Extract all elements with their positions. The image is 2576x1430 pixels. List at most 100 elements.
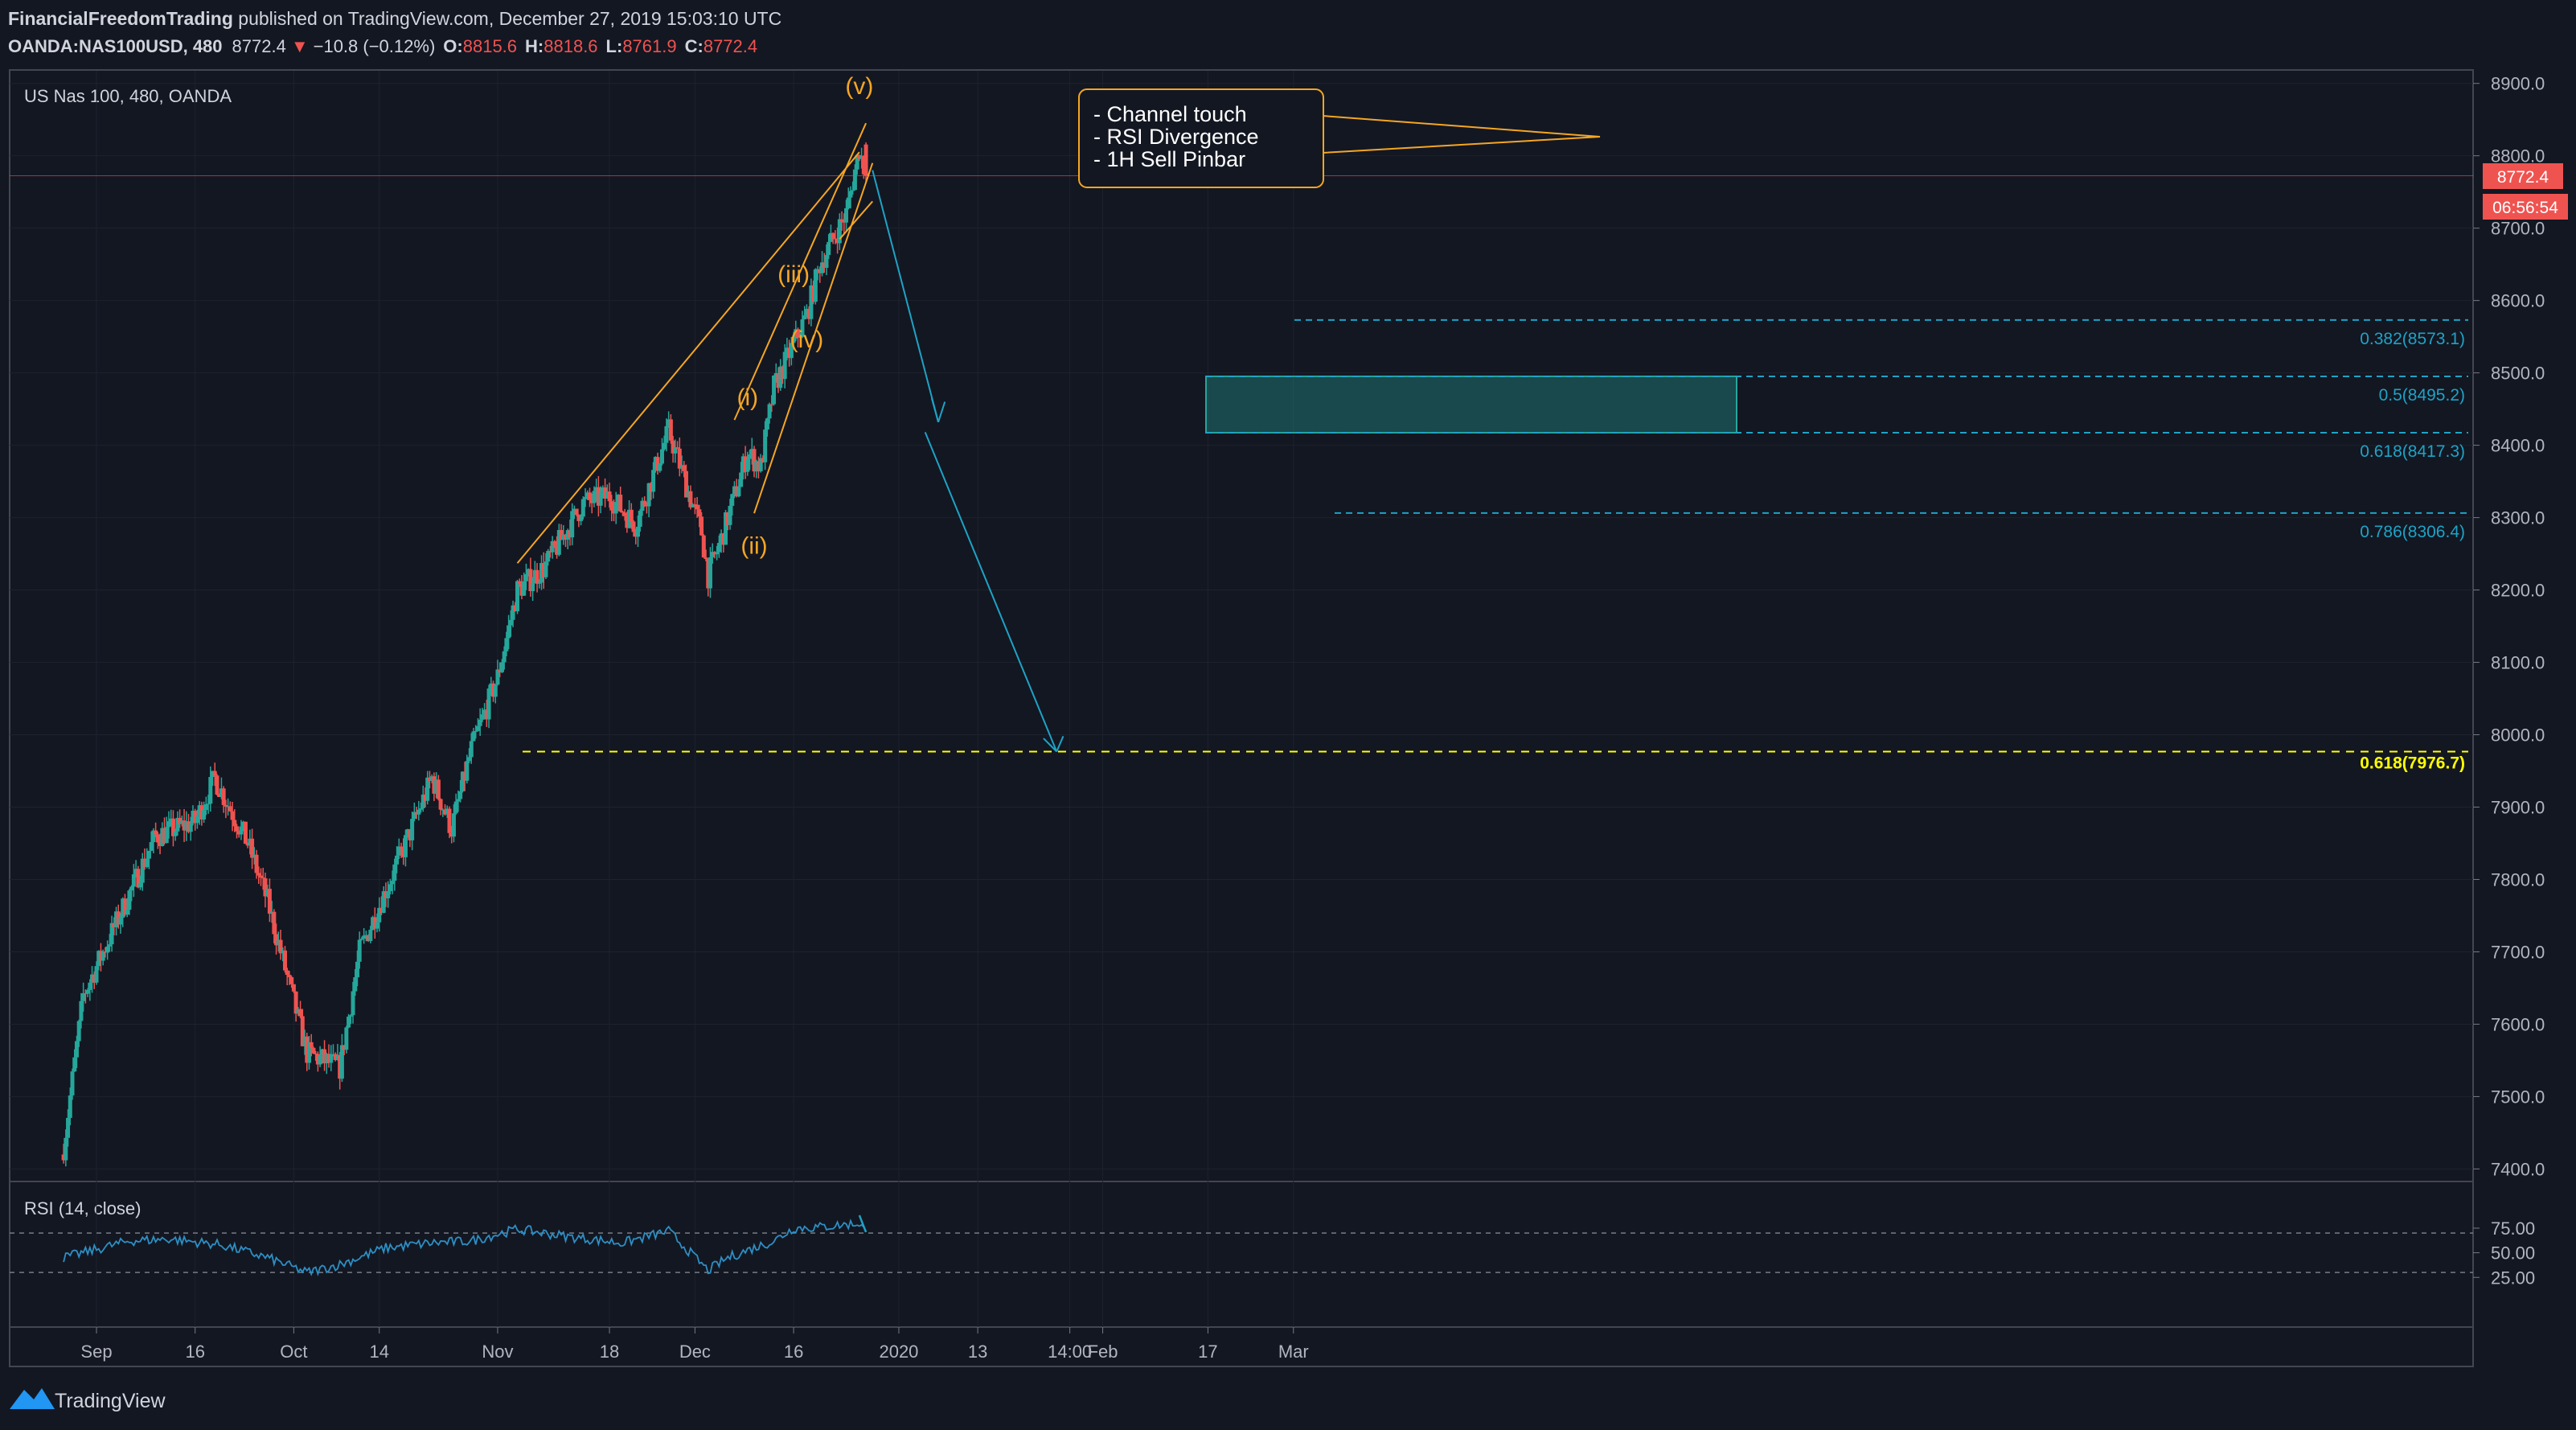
candle-body [138, 882, 143, 888]
candle-body [98, 951, 103, 961]
candle-body [434, 779, 439, 794]
candle-body [278, 939, 283, 954]
candle-body [471, 731, 476, 742]
price-tick-label: 7400.0 [2491, 1159, 2545, 1179]
candle-body [199, 805, 204, 820]
candle-body [646, 483, 651, 507]
ohlc-low-label: L: [606, 36, 623, 56]
candle-body [852, 169, 857, 191]
candle-body [79, 1001, 84, 1021]
candle-body [269, 911, 274, 914]
candle-body [855, 154, 859, 170]
candle-body [116, 911, 121, 925]
fib-zone[interactable] [1205, 375, 1737, 434]
wave-label: (ii) [740, 533, 767, 560]
candle-body [305, 1036, 310, 1063]
candle-body [780, 366, 785, 380]
candle-body [748, 454, 753, 459]
candle-body [414, 812, 419, 815]
candle-body [427, 777, 432, 782]
candle-body [272, 911, 277, 935]
candle-body [671, 440, 675, 454]
countdown-badge [2483, 194, 2568, 220]
candle-body [456, 799, 461, 802]
candle-body [839, 219, 844, 222]
candle-body [580, 499, 585, 517]
candle-body [706, 559, 711, 589]
candle-body [173, 831, 178, 836]
candle-body [480, 714, 485, 720]
candle-body [379, 907, 384, 914]
callout-line-3: - 1H Sell Pinbar [1093, 147, 1245, 171]
candle-body [90, 974, 95, 983]
candle-body [787, 347, 792, 359]
price-tick-label: 8200.0 [2491, 581, 2545, 601]
wave-label: (iii) [777, 261, 810, 288]
candle-body [699, 516, 704, 536]
footer-brand: TradingView [55, 1390, 166, 1412]
candle-body [724, 512, 728, 545]
time-tick-label: 16 [784, 1342, 803, 1362]
candle-body [248, 838, 252, 846]
candle-body [81, 992, 86, 1001]
candle-body [697, 509, 702, 517]
target-label: 0.618(7976.7) [2360, 754, 2465, 772]
candle-body [386, 891, 391, 898]
candle-body [64, 1137, 68, 1161]
candle-body [375, 922, 379, 929]
candle-body [162, 828, 167, 844]
trend-lines[interactable] [516, 122, 1064, 753]
ohlc-open-value: 8815.6 [463, 36, 517, 56]
candle-body [158, 842, 162, 846]
candle-body [390, 881, 395, 885]
candle-body [289, 977, 294, 984]
candle-body [486, 688, 491, 720]
fib-levels[interactable]: 0.382(8573.1) 0.5(8495.2) 0.618(8417.3) 0.7… [10, 175, 2473, 773]
price-tick-label: 7500.0 [2491, 1087, 2545, 1107]
candle-body [618, 495, 623, 512]
candle-body [789, 343, 794, 359]
candle-body [815, 269, 820, 270]
candle-body [474, 730, 478, 732]
candle-body [136, 869, 141, 888]
candle-body [526, 569, 531, 575]
author-name[interactable]: FinancialFreedomTrading [8, 8, 233, 29]
candle-body [243, 821, 248, 844]
candle-body [863, 144, 868, 176]
candle-body [121, 898, 125, 918]
candle-body [215, 775, 219, 795]
candle-body [438, 799, 443, 810]
candle-body [318, 1055, 322, 1065]
price-axis[interactable]: 8900.0 8800.0 8700.0 8600.0 8500.0 8400.0 8300… [2473, 74, 2545, 1180]
candle-body [576, 515, 581, 521]
candle-body [274, 934, 279, 946]
callout-line-1: - Channel touch [1093, 102, 1247, 126]
candle-body [631, 521, 636, 532]
candle-body [191, 811, 195, 824]
callout-annotation[interactable]: - Channel touch - RSI Divergence - 1H Se… [1078, 88, 1601, 188]
candle-body [293, 991, 298, 1014]
time-tick-label: 2020 [879, 1342, 918, 1362]
candle-body [541, 563, 546, 577]
published-line: published on TradingView.com, December 2… [233, 8, 781, 29]
candle-body [281, 950, 285, 954]
candle-body [495, 669, 500, 685]
candle-body [416, 809, 421, 815]
symbol-label[interactable]: OANDA:NAS100USD, 480 [8, 36, 223, 56]
candle-body [309, 1042, 314, 1048]
candle-body [732, 486, 736, 495]
candle-body [592, 491, 597, 503]
candle-body [410, 819, 415, 840]
down-arrow-icon: ▼ [291, 36, 309, 56]
candle-body [302, 1036, 307, 1046]
price-tick-label: 8500.0 [2491, 364, 2545, 384]
callout-pointer [1322, 115, 1601, 154]
candle-body [745, 458, 750, 472]
candle-body [857, 154, 862, 159]
candle-body [785, 347, 790, 352]
candle-body [754, 461, 759, 472]
tradingview-logo[interactable]: TradingView [10, 1388, 166, 1412]
price-tick-label: 7600.0 [2491, 1014, 2545, 1034]
